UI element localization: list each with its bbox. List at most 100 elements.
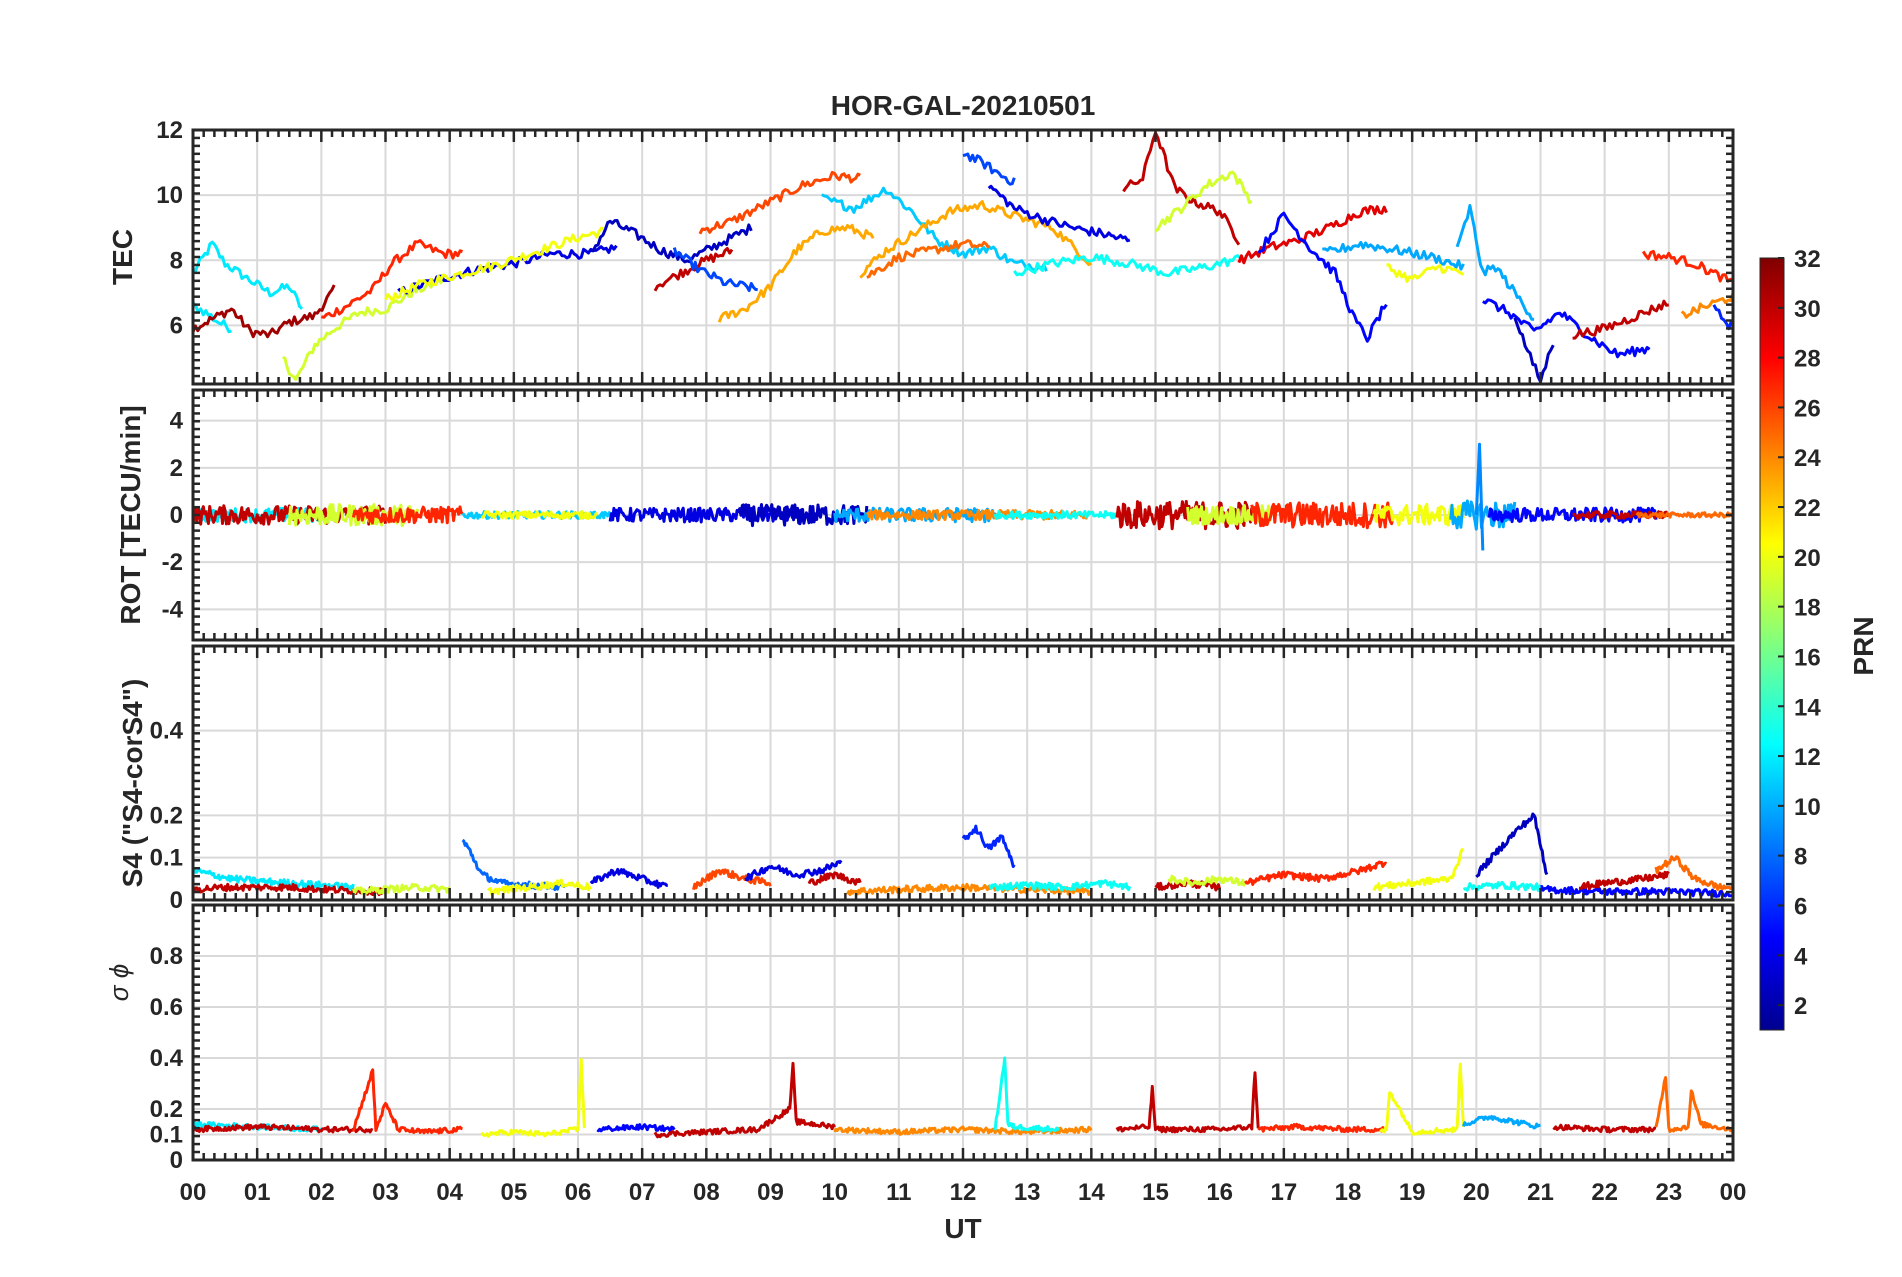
y-tick-label: 0.4 — [150, 718, 184, 745]
x-tick-label: 08 — [693, 1179, 720, 1206]
series-line-prn-6 — [961, 824, 1016, 868]
series-line-prn-20 — [1386, 263, 1465, 283]
series-line-prn-19 — [281, 277, 445, 381]
series-line-prn-20 — [1379, 1062, 1465, 1136]
y-tick-label: 4 — [170, 408, 184, 435]
panel-sigma_phi: 00.10.2 0.4 0.6 0.8 σ ϕ — [104, 903, 1735, 1174]
x-tick-label: 13 — [1014, 1179, 1041, 1206]
series-line-prn-19 — [1154, 170, 1253, 233]
y-tick-label: -2 — [162, 549, 183, 576]
series-line-prn-11 — [821, 186, 1048, 272]
y-tick-label: 0.1 — [150, 1122, 183, 1149]
x-tick-label: 07 — [629, 1179, 656, 1206]
y-axis-label: σ ϕ — [104, 964, 134, 1001]
y-tick-label: 8 — [170, 247, 183, 274]
colorbar-tick-label: 32 — [1794, 246, 1821, 273]
x-tick-label: 21 — [1527, 1179, 1554, 1206]
y-tick-label: 12 — [156, 117, 183, 144]
series-line-prn-19 — [1167, 874, 1246, 887]
series-line-prn-4 — [744, 859, 843, 882]
panel-S4: 0 0.1 0.2 0.4S4 ("S4-corS4") — [117, 644, 1735, 914]
series-line-prn-30 — [653, 1061, 836, 1139]
x-tick-label: 17 — [1270, 1179, 1297, 1206]
series-line-prn-30 — [1552, 1123, 1657, 1134]
colorbar-tick-label: 14 — [1794, 694, 1821, 721]
colorbar-tick-label: 30 — [1794, 296, 1821, 323]
series-line-prn-3 — [736, 503, 869, 528]
x-tick-label: 11 — [886, 1179, 911, 1206]
x-tick-label: 19 — [1399, 1179, 1426, 1206]
x-tick-label: 10 — [821, 1179, 848, 1206]
series-line-prn-7 — [962, 152, 1016, 186]
series-line-prn-13 — [988, 879, 1132, 892]
y-tick-label: 0.6 — [150, 994, 183, 1021]
colorbar-tick-label: 12 — [1794, 744, 1821, 771]
series-line-prn-12 — [193, 240, 304, 310]
y-tick-label: 6 — [170, 312, 183, 339]
series-line-prn-23 — [859, 200, 1093, 279]
series-line-prn-5 — [596, 1123, 676, 1133]
y-axis-label: TEC — [107, 229, 138, 285]
series-line-prn-25 — [866, 239, 990, 279]
colorbar-tick-label: 8 — [1794, 844, 1807, 871]
series-line-prn-30 — [653, 247, 734, 292]
series-line-prn-27 — [1257, 1122, 1388, 1134]
series-line-prn-4 — [589, 867, 669, 889]
y-tick-label: 0.2 — [150, 802, 183, 829]
y-tick-label: 2 — [170, 455, 183, 482]
series-line-prn-27 — [1641, 249, 1733, 283]
series-line-prn-4 — [987, 184, 1131, 243]
x-tick-label: 02 — [308, 1179, 335, 1206]
series-line-prn-3 — [590, 219, 753, 264]
colorbar-tick-label: 24 — [1794, 445, 1821, 472]
panel-ROT: -4 -2 0 2 4 ROT [TECU/min] — [115, 388, 1735, 642]
y-tick-label: 0 — [170, 887, 183, 914]
series-line-prn-3 — [1475, 812, 1549, 878]
series-line-prn-30 — [807, 871, 862, 886]
colorbar-tick-label: 2 — [1794, 993, 1807, 1020]
series-line-prn-13 — [1013, 253, 1247, 278]
series-group — [193, 1056, 1733, 1139]
series-line-prn-13 — [993, 1056, 1060, 1133]
series-line-prn-27 — [1250, 501, 1395, 530]
colorbar-tick-label: 4 — [1794, 943, 1808, 970]
x-tick-label: 15 — [1142, 1179, 1169, 1206]
panel-TEC: 6 8 10 12 TEC — [107, 117, 1735, 386]
x-axis-label: UT — [944, 1213, 981, 1244]
series-line-prn-10 — [1462, 1115, 1541, 1130]
x-tick-label: 20 — [1463, 1179, 1490, 1206]
x-tick-label: 04 — [436, 1179, 463, 1206]
series-line-prn-25 — [1635, 511, 1733, 519]
x-tick-labels: 00 01 02 03 04 05 06 07 08 09 10 11 12 13 14 15 16 17 18 19… — [180, 1179, 1747, 1206]
x-tick-label: 06 — [565, 1179, 592, 1206]
series-line-prn-20 — [1372, 847, 1465, 892]
series-line-prn-9 — [1474, 442, 1485, 551]
series-line-prn-19 — [351, 882, 451, 895]
series-line-prn-31 — [193, 284, 336, 339]
series-line-prn-25 — [1654, 1076, 1733, 1133]
series-line-prn-20 — [480, 1058, 586, 1138]
series-line-prn-25 — [1654, 855, 1733, 891]
series-line-prn-23 — [717, 223, 875, 323]
colorbar-tick-label: 16 — [1794, 644, 1821, 671]
series-line-prn-10 — [1322, 240, 1465, 271]
colorbar-tick-label: 28 — [1794, 346, 1821, 373]
y-axis-label: S4 ("S4-corS4") — [117, 679, 148, 888]
series-line-prn-30 — [1122, 131, 1241, 246]
series-line-prn-3 — [1513, 317, 1555, 384]
colorbar-tick-label: 10 — [1794, 794, 1821, 821]
series-line-prn-27 — [1244, 860, 1388, 886]
x-tick-label: 03 — [372, 1179, 399, 1206]
colorbar-label: PRN — [1848, 616, 1879, 675]
colorbar-tick-label: 22 — [1794, 495, 1821, 522]
colorbar-gradient — [1759, 257, 1785, 1031]
y-tick-label: -4 — [162, 596, 184, 623]
chart-title: HOR-GAL-20210501 — [831, 90, 1096, 121]
series-line-prn-24 — [1680, 292, 1733, 319]
series-line-prn-30 — [1115, 1071, 1260, 1134]
x-tick-label: 09 — [757, 1179, 784, 1206]
x-tick-label: 16 — [1206, 1179, 1233, 1206]
